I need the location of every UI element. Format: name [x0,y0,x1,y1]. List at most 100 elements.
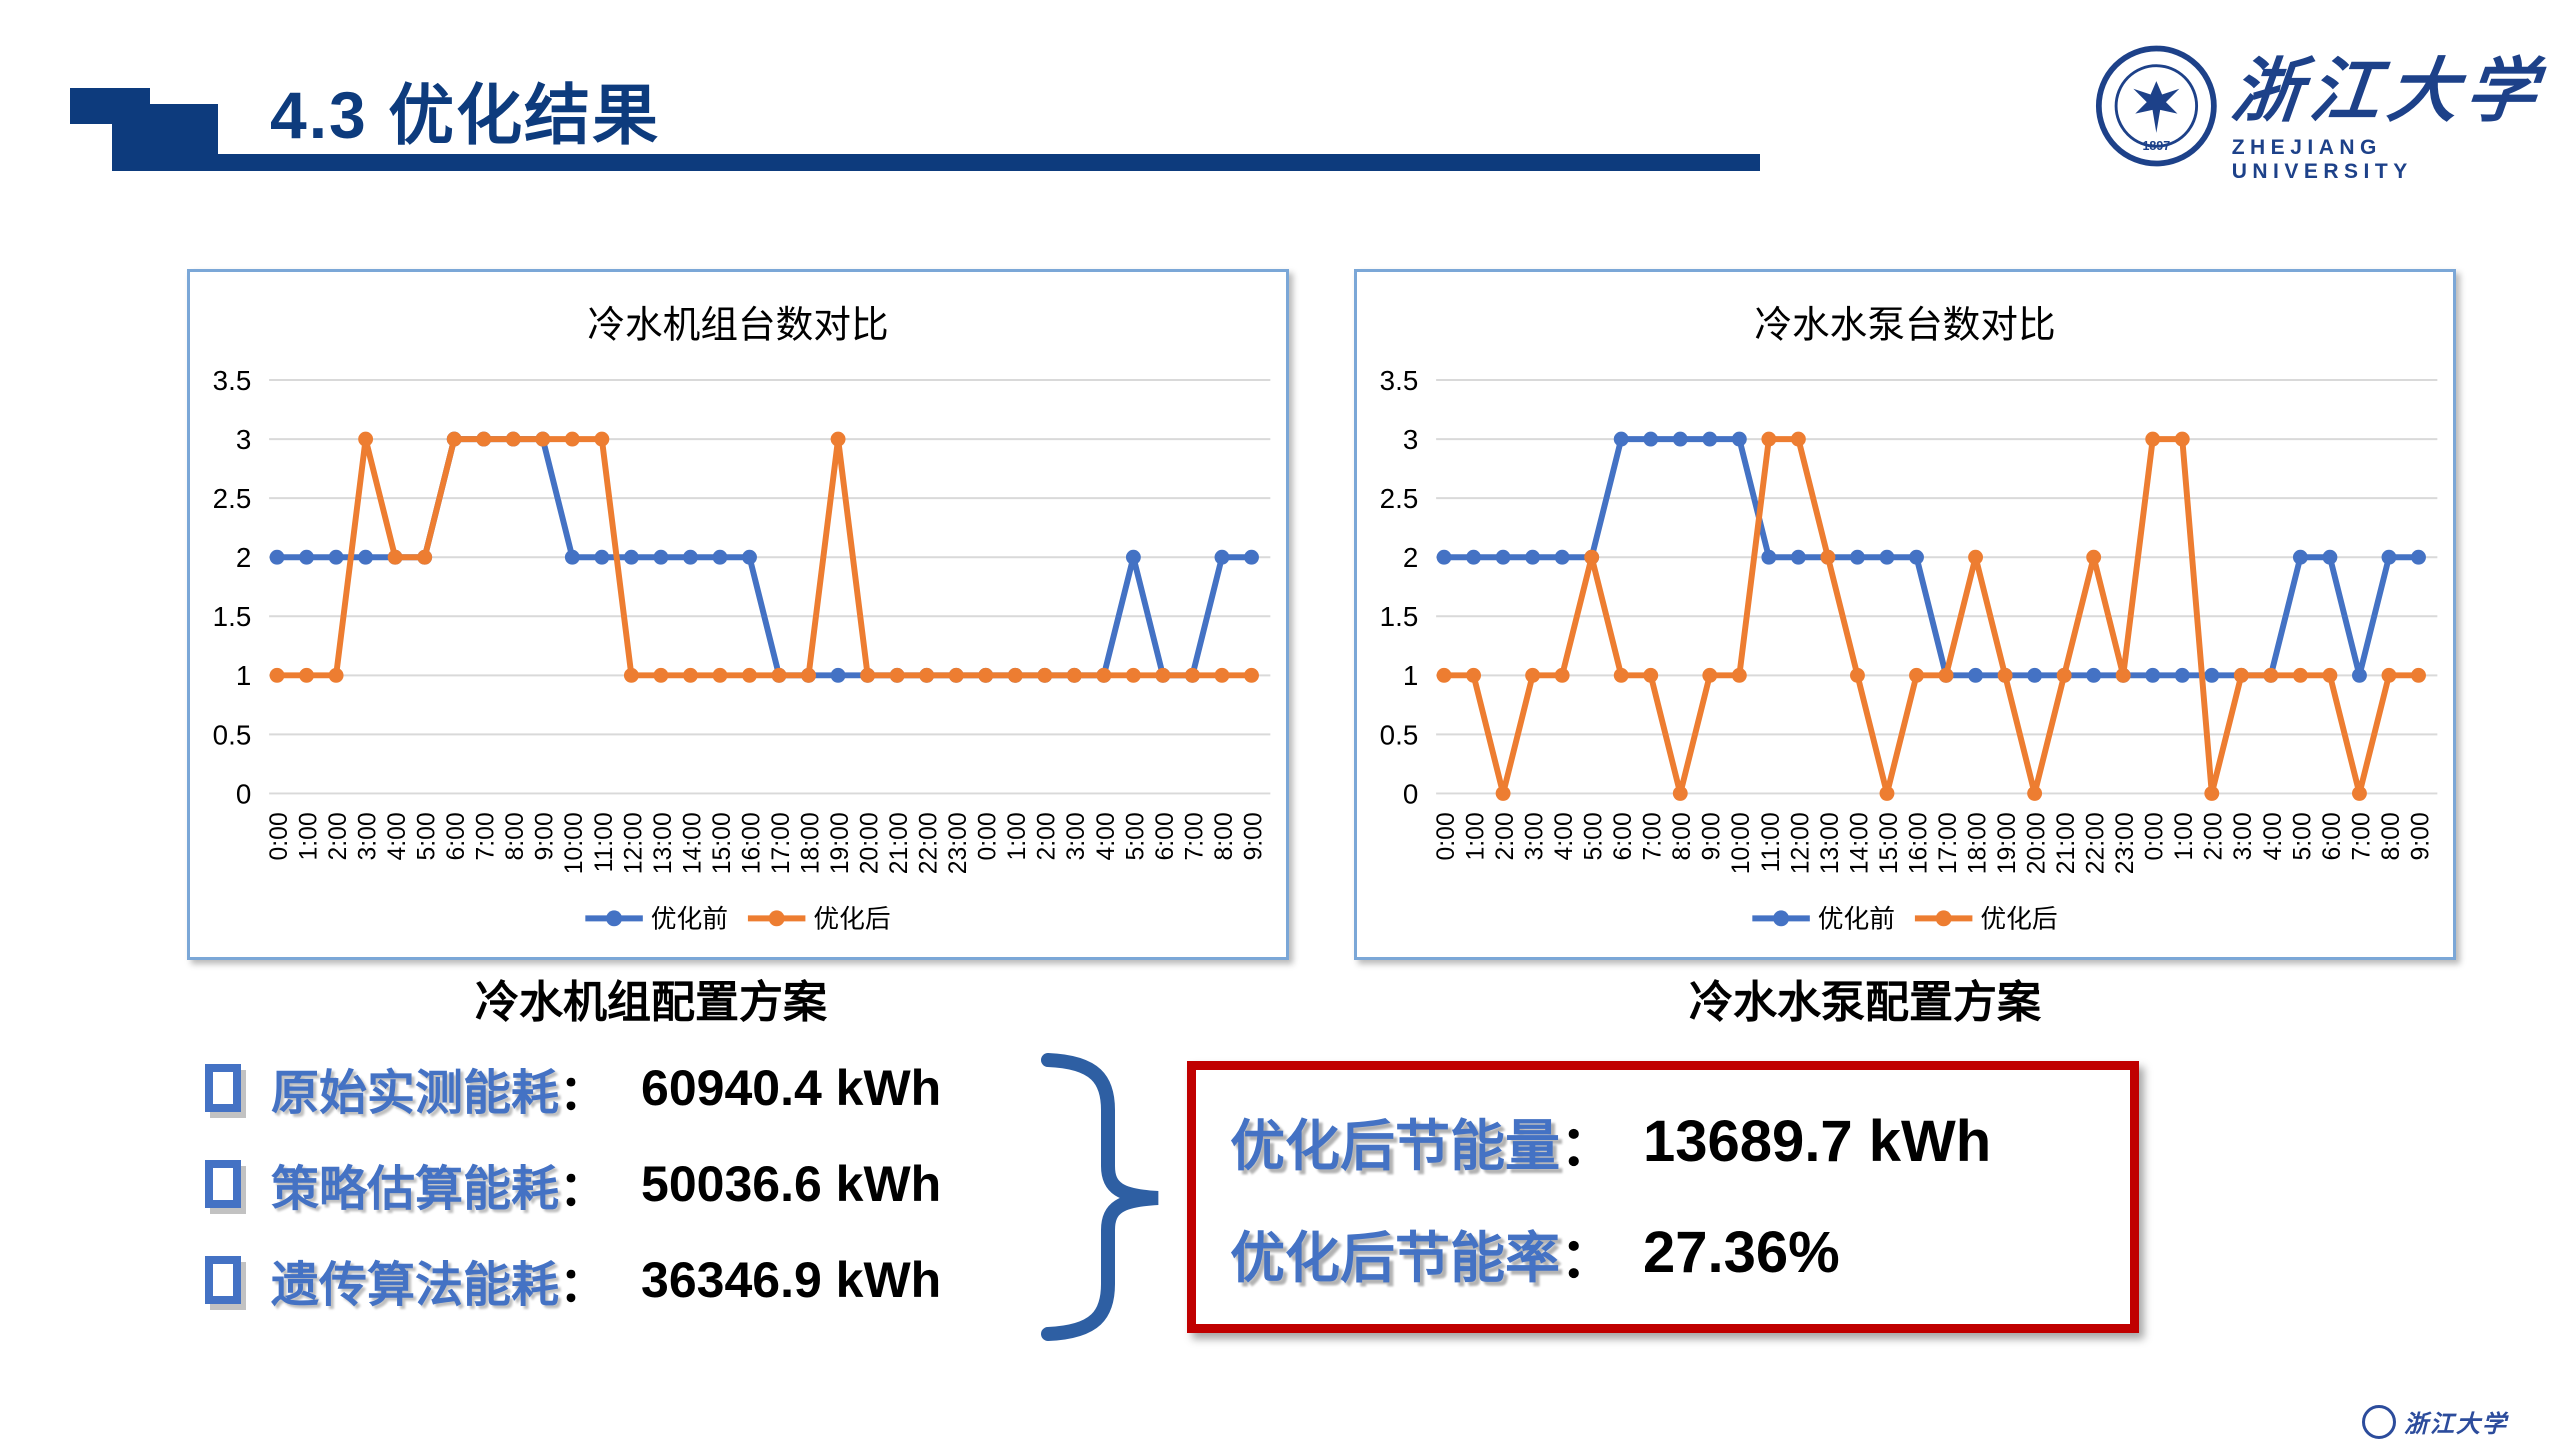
savings-amount-row: 优化后节能量 ： 13689.7 kWh [1230,1101,2130,1181]
svg-text:8:00: 8:00 [2378,812,2405,860]
svg-text:1:00: 1:00 [2171,812,2198,860]
square-bullet-icon [205,1160,241,1208]
svg-text:23:00: 23:00 [945,812,972,874]
colon: ： [1560,1115,1616,1178]
svg-text:15:00: 15:00 [709,812,736,874]
svg-text:22:00: 22:00 [2083,812,2110,874]
svg-text:2:00: 2:00 [2201,812,2228,860]
svg-text:20:00: 20:00 [857,812,884,874]
chart-caption-pumps: 冷水水泵配置方案 [1689,978,2041,1027]
svg-text:4:00: 4:00 [1093,812,1120,860]
svg-text:22:00: 22:00 [916,812,943,874]
svg-text:14:00: 14:00 [1846,812,1873,874]
svg-text:3.5: 3.5 [1380,365,1419,396]
svg-text:1: 1 [236,660,251,691]
svg-text:2.5: 2.5 [213,483,252,514]
chart-chilled-water-pumps: 冷水水泵台数对比 0 0.5 1 1.5 2 2.5 3 3.5 0:00 1:00 2:00 3:00… [1354,269,2456,960]
svg-text:1:00: 1:00 [1462,812,1489,860]
svg-text:8:00: 8:00 [1211,812,1238,860]
svg-text:17:00: 17:00 [1935,812,1962,874]
svg-text:优化后: 优化后 [813,904,890,933]
svg-text:优化后: 优化后 [1980,904,2057,933]
svg-text:4:00: 4:00 [1551,812,1578,860]
svg-text:5:00: 5:00 [2289,812,2316,860]
svg-text:0.5: 0.5 [213,719,252,750]
svg-text:2.5: 2.5 [1380,483,1419,514]
svg-text:18:00: 18:00 [1964,812,1991,874]
logo-en-name: ZHEJIANG UNIVERSITY [2231,136,2413,183]
svg-text:11:00: 11:00 [591,812,618,872]
svg-text:19:00: 19:00 [1994,812,2021,874]
square-bullet-icon [205,1256,241,1304]
list-item: 遗传算法能耗 ： 36346.9 kWh [205,1248,941,1312]
svg-text:1.5: 1.5 [213,601,252,632]
svg-text:18:00: 18:00 [797,812,824,874]
savings-result-box: 优化后节能量 ： 13689.7 kWh 优化后节能率 ： 27.36% [1187,1061,2139,1333]
svg-text:2:00: 2:00 [1034,812,1061,860]
header-decoration-square-large [112,104,218,171]
svg-text:3:00: 3:00 [1522,812,1549,860]
svg-text:0:00: 0:00 [1433,812,1460,860]
svg-text:4:00: 4:00 [384,812,411,860]
eagle-glyph [2133,81,2180,133]
svg-text:21:00: 21:00 [886,812,913,874]
seal-year: 1897 [2142,139,2170,153]
savings-rate-value: 27.36% [1643,1220,1840,1286]
svg-text:0: 0 [1403,778,1418,809]
svg-text:16:00: 16:00 [738,812,765,874]
colon: ： [559,1259,608,1312]
svg-text:1:00: 1:00 [295,812,322,860]
genetic-energy-label: 遗传算法能耗 [271,1259,560,1312]
svg-text:优化前: 优化前 [1818,904,1895,933]
list-item: 策略估算能耗 ： 50036.6 kWh [205,1152,941,1216]
svg-text:7:00: 7:00 [1640,812,1667,860]
svg-text:10:00: 10:00 [561,812,588,874]
svg-text:9:00: 9:00 [2407,812,2434,860]
svg-text:3:00: 3:00 [355,812,382,860]
svg-text:9:00: 9:00 [532,812,559,860]
title-underline [207,154,1760,171]
svg-text:3: 3 [236,424,251,455]
svg-text:1.5: 1.5 [1380,601,1419,632]
svg-text:15:00: 15:00 [1876,812,1903,874]
svg-text:6:00: 6:00 [1610,812,1637,860]
brace-icon [1041,1053,1159,1341]
svg-text:12:00: 12:00 [1787,812,1814,874]
svg-text:10:00: 10:00 [1728,812,1755,874]
svg-text:冷水水泵台数对比: 冷水水泵台数对比 [1754,303,2055,345]
svg-text:优化前: 优化前 [651,904,728,933]
svg-text:2:00: 2:00 [325,812,352,860]
zju-logo: 1897 浙江大学 ZHEJIANG UNIVERSITY [2095,42,2560,184]
chart-chiller-units: 冷水机组台数对比 0 0.5 1 1.5 2 2.5 3 3.5 0:00 1:00 2:00 3:00… [187,269,1289,960]
logo-cn-name: 浙江大学 [2227,52,2548,130]
svg-text:13:00: 13:00 [1817,812,1844,874]
chart-caption-chiller: 冷水机组配置方案 [475,978,827,1027]
svg-text:16:00: 16:00 [1905,812,1932,874]
svg-text:0.5: 0.5 [1380,719,1419,750]
svg-text:3:00: 3:00 [1063,812,1090,860]
svg-text:17:00: 17:00 [768,812,795,874]
svg-text:4:00: 4:00 [2260,812,2287,860]
svg-text:9:00: 9:00 [1699,812,1726,860]
page-title: 4.3 优化结果 [270,78,661,152]
svg-text:7:00: 7:00 [2348,812,2375,860]
svg-text:0:00: 0:00 [266,812,293,860]
svg-text:20:00: 20:00 [2024,812,2051,874]
svg-text:0:00: 0:00 [2142,812,2169,860]
svg-text:冷水机组台数对比: 冷水机组台数对比 [587,303,888,345]
svg-text:3:00: 3:00 [2230,812,2257,860]
svg-text:2: 2 [236,542,251,573]
savings-amount-value: 13689.7 kWh [1643,1108,1992,1174]
svg-text:3: 3 [1403,424,1418,455]
svg-text:2:00: 2:00 [1492,812,1519,860]
svg-text:1: 1 [1403,660,1418,691]
svg-text:7:00: 7:00 [1181,812,1208,860]
svg-text:0: 0 [236,778,251,809]
mini-seal-icon [2362,1404,2396,1439]
footer-logo-text: 浙江大学 [2404,1411,2508,1438]
strategy-energy-value: 50036.6 kWh [641,1156,942,1212]
svg-text:13:00: 13:00 [650,812,677,874]
svg-text:14:00: 14:00 [679,812,706,874]
